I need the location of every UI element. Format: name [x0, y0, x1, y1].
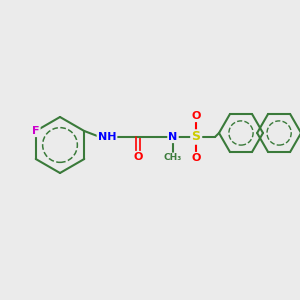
Text: NH: NH	[98, 132, 116, 142]
Text: N: N	[168, 132, 178, 142]
Text: O: O	[191, 153, 201, 163]
Text: CH₃: CH₃	[164, 154, 182, 163]
Text: F: F	[32, 126, 40, 136]
Text: O: O	[191, 111, 201, 121]
Text: O: O	[133, 152, 143, 162]
Text: S: S	[191, 130, 200, 143]
